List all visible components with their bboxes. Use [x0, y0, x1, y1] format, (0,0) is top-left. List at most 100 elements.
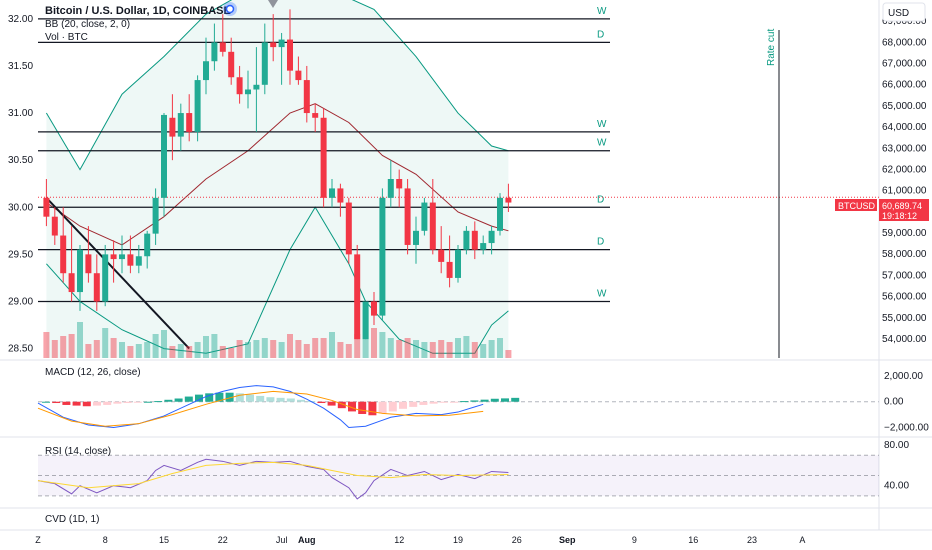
- macd-title[interactable]: MACD (12, 26, close): [45, 367, 141, 378]
- candle-body[interactable]: [161, 114, 167, 198]
- candle-body[interactable]: [135, 256, 142, 266]
- volume-bar: [43, 332, 50, 358]
- currency-button[interactable]: USD: [882, 2, 926, 22]
- candle-body[interactable]: [219, 42, 226, 52]
- candle-body[interactable]: [488, 230, 495, 244]
- candle-body[interactable]: [371, 301, 377, 316]
- volume-bar: [463, 336, 470, 358]
- candle-body[interactable]: [497, 197, 503, 231]
- candle-body[interactable]: [43, 197, 50, 217]
- candle-body[interactable]: [228, 51, 235, 78]
- macd-histogram-bar: [205, 393, 214, 402]
- candle-body[interactable]: [253, 84, 260, 90]
- rsi-title[interactable]: RSI (14, close): [45, 446, 111, 457]
- candle-body[interactable]: [471, 230, 478, 250]
- cvd-title[interactable]: CVD (1D, 1): [45, 514, 99, 525]
- candle-body[interactable]: [396, 179, 403, 189]
- macd-histogram-bar: [419, 401, 428, 405]
- right-axis-tick: 65,000.00: [882, 101, 927, 112]
- candle-body[interactable]: [127, 254, 134, 266]
- candle-body[interactable]: [379, 197, 386, 316]
- candle-body[interactable]: [404, 188, 411, 245]
- candle-body[interactable]: [287, 39, 293, 71]
- volume-bar: [60, 336, 67, 358]
- candle-body[interactable]: [354, 254, 361, 340]
- rsi-ma-line: [37, 461, 509, 489]
- macd-histogram-bar: [409, 401, 418, 407]
- candle-body[interactable]: [186, 113, 193, 132]
- candle-body[interactable]: [203, 61, 209, 81]
- candle-body[interactable]: [337, 188, 344, 203]
- indicator-label-bb[interactable]: BB (20, close, 2, 0): [45, 19, 130, 30]
- volume-bar: [421, 342, 428, 358]
- x-axis-tick: 9: [632, 535, 637, 545]
- volume-bar: [295, 340, 302, 358]
- indicator-label-volume[interactable]: Vol · BTC: [45, 32, 88, 43]
- volume-bar: [455, 338, 461, 358]
- trendline-drawing[interactable]: [45, 197, 190, 350]
- candle-body[interactable]: [102, 254, 109, 302]
- volume-bar: [135, 344, 142, 358]
- volume-bar: [446, 342, 453, 358]
- volume-bar: [203, 336, 209, 358]
- macd-histogram-bar: [297, 399, 305, 402]
- candle-body[interactable]: [429, 202, 436, 250]
- drawing-handle-icon[interactable]: [223, 2, 237, 16]
- left-axis-tick: 28.50: [8, 344, 33, 355]
- candle-body[interactable]: [236, 77, 243, 95]
- candle-body[interactable]: [77, 249, 83, 293]
- rate-cut-label: Rate cut: [766, 29, 777, 66]
- level-tag: W: [597, 288, 607, 299]
- price-tag: BTCUSD 60,689.74 19:18:12: [835, 199, 929, 221]
- volume-bar: [303, 344, 310, 358]
- candle-body[interactable]: [85, 254, 92, 274]
- volume-bar: [387, 338, 394, 358]
- candle-body[interactable]: [421, 202, 428, 231]
- candle-body[interactable]: [455, 249, 461, 278]
- candle-body[interactable]: [51, 216, 58, 236]
- candle-body[interactable]: [245, 89, 251, 95]
- macd-histogram-bar: [82, 401, 91, 407]
- symbol-tag: BTCUSD: [838, 201, 876, 211]
- candle-body[interactable]: [119, 254, 125, 260]
- candle-body[interactable]: [295, 70, 302, 81]
- left-axis-tick: 29.50: [8, 249, 33, 260]
- volume-bar: [119, 342, 125, 358]
- candle-body[interactable]: [60, 235, 67, 274]
- candle-body[interactable]: [312, 113, 319, 118]
- macd-histogram-bar: [164, 399, 173, 402]
- candle-body[interactable]: [413, 230, 419, 245]
- candle-body[interactable]: [329, 188, 335, 198]
- candle-body[interactable]: [320, 117, 327, 198]
- macd-histogram-bar: [184, 396, 193, 402]
- macd-histogram-bar: [174, 398, 183, 402]
- candle-body[interactable]: [270, 42, 277, 48]
- x-axis-tick: Jul: [276, 535, 288, 545]
- volume-bar: [169, 346, 176, 358]
- candle-body[interactable]: [387, 179, 394, 198]
- x-axis-tick: 15: [159, 535, 169, 545]
- candle-body[interactable]: [177, 113, 184, 137]
- candle-body[interactable]: [93, 273, 100, 302]
- candle-body[interactable]: [303, 80, 310, 114]
- candle-body[interactable]: [362, 301, 369, 340]
- candle-body[interactable]: [438, 249, 445, 262]
- candle-body[interactable]: [169, 117, 176, 137]
- candle-body[interactable]: [446, 261, 453, 278]
- candle-body[interactable]: [152, 197, 159, 234]
- candle-body[interactable]: [463, 230, 470, 250]
- candle-body[interactable]: [194, 80, 201, 132]
- candle-body[interactable]: [211, 42, 218, 62]
- rsi-axis-tick: 80.00: [884, 440, 909, 451]
- volume-bar: [93, 340, 100, 358]
- candle-body[interactable]: [505, 197, 512, 203]
- macd-histogram-bar: [378, 401, 387, 414]
- macd-histogram-bar: [358, 401, 367, 414]
- candle-body[interactable]: [68, 273, 75, 293]
- candle-body[interactable]: [345, 202, 352, 255]
- candle-body[interactable]: [480, 243, 487, 250]
- candle-body[interactable]: [110, 254, 117, 260]
- candle-body[interactable]: [278, 39, 285, 48]
- candle-body[interactable]: [261, 42, 268, 85]
- candle-body[interactable]: [144, 233, 151, 257]
